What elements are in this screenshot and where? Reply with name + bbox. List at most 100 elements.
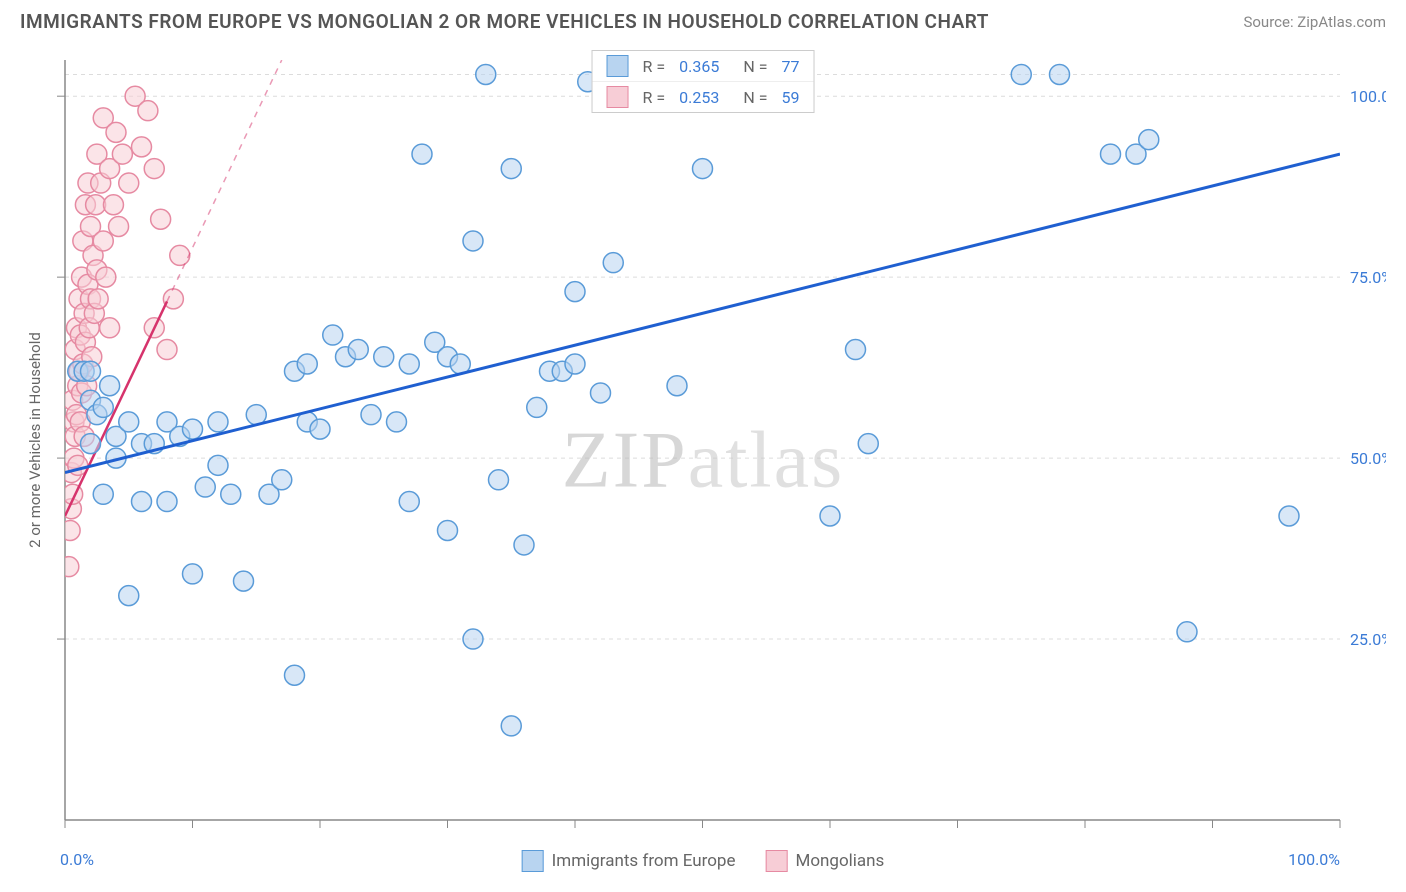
data-point [96,267,116,287]
stats-legend-row: R = 0.365 N = 77 [593,51,814,81]
data-point [59,557,79,577]
y-tick-label: 25.0% [1350,630,1386,649]
data-point [285,665,305,685]
data-point [195,477,215,497]
n-value: 59 [781,88,799,107]
data-point [132,137,152,157]
series-0 [65,64,1340,735]
n-label: N = [743,88,767,107]
data-point [170,245,190,265]
data-point [667,376,687,396]
data-point [820,506,840,526]
data-point [234,571,254,591]
data-point [693,159,713,179]
data-point [109,216,129,236]
data-point [221,484,241,504]
data-point [1139,130,1159,150]
title-bar: IMMIGRANTS FROM EUROPE VS MONGOLIAN 2 OR… [0,0,1406,41]
data-point [144,159,164,179]
x-max-label: 100.0% [1288,850,1340,869]
data-point [106,122,126,142]
data-point [119,586,139,606]
data-point [1050,64,1070,84]
data-point [846,340,866,360]
data-point [399,492,419,512]
y-tick-label: 100.0% [1350,87,1386,106]
data-point [565,282,585,302]
data-point [86,195,106,215]
stats-legend: R = 0.365 N = 77 R = 0.253 N = 59 [592,50,815,113]
data-point [183,419,203,439]
data-point [412,144,432,164]
n-label: N = [743,57,767,76]
data-point [565,354,585,374]
data-point [112,144,132,164]
data-point [603,253,623,273]
chart-title: IMMIGRANTS FROM EUROPE VS MONGOLIAN 2 OR… [20,10,989,33]
data-point [93,484,113,504]
data-point [208,412,228,432]
data-point [103,195,123,215]
n-value: 77 [781,57,799,76]
data-point [208,455,228,475]
y-tick-label: 75.0% [1350,268,1386,287]
y-tick-label: 50.0% [1350,449,1386,468]
data-point [374,347,394,367]
data-point [361,405,381,425]
data-point [163,289,183,309]
data-point [60,520,80,540]
series-legend-label: Immigrants from Europe [552,851,736,871]
r-value: 0.253 [679,88,719,107]
data-point [501,716,521,736]
data-point [527,397,547,417]
legend-swatch [522,850,544,872]
data-point [1101,144,1121,164]
trend-line-dashed [167,60,282,301]
r-label: R = [643,57,666,76]
data-point [88,289,108,309]
series-legend-label: Mongolians [795,851,884,871]
data-point [463,629,483,649]
data-point [119,173,139,193]
data-point [157,340,177,360]
data-point [157,492,177,512]
data-point [463,231,483,251]
data-point [476,64,496,84]
legend-swatch [607,86,629,108]
stats-legend-row: R = 0.253 N = 59 [593,81,814,112]
data-point [297,354,317,374]
source-label: Source: ZipAtlas.com [1243,13,1386,31]
r-label: R = [643,88,666,107]
data-point [387,412,407,432]
data-point [132,492,152,512]
data-point [93,397,113,417]
trend-line [65,154,1340,472]
data-point [348,340,368,360]
data-point [100,376,120,396]
series-legend-item: Immigrants from Europe [522,850,736,872]
series-legend: Immigrants from Europe Mongolians [522,850,885,872]
data-point [81,434,101,454]
data-point [858,434,878,454]
data-point [514,535,534,555]
scatter-chart-svg: 25.0%50.0%75.0%100.0%0.0%100.0%2 or more… [20,50,1386,872]
legend-swatch [607,55,629,77]
data-point [1011,64,1031,84]
r-value: 0.365 [679,57,719,76]
data-point [501,159,521,179]
data-point [272,470,292,490]
data-point [591,383,611,403]
data-point [438,520,458,540]
data-point [489,470,509,490]
x-min-label: 0.0% [60,850,94,869]
data-point [323,325,343,345]
chart-area: 25.0%50.0%75.0%100.0%0.0%100.0%2 or more… [20,50,1386,872]
data-point [93,231,113,251]
legend-swatch [765,850,787,872]
data-point [1279,506,1299,526]
data-point [100,318,120,338]
data-point [151,209,171,229]
data-point [183,564,203,584]
series-legend-item: Mongolians [765,850,884,872]
data-point [310,419,330,439]
